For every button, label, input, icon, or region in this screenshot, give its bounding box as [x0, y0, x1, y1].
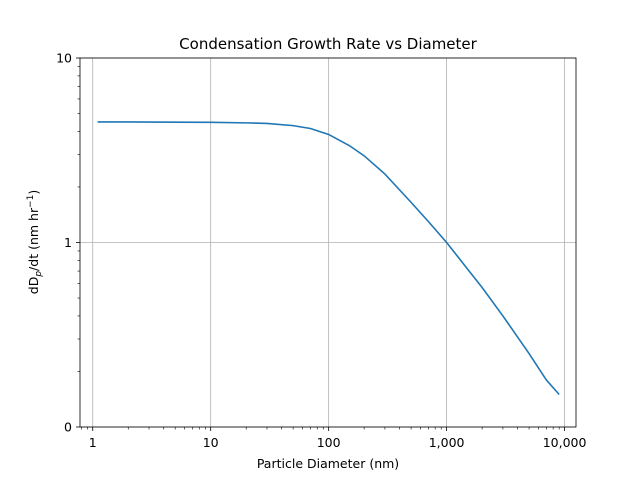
y-axis-label-base: dD — [26, 277, 41, 295]
y-axis-label-superscript: −1 — [26, 195, 36, 208]
y-axis-label-end: ) — [26, 190, 41, 195]
grid-lines — [80, 57, 576, 428]
axis-ticks — [76, 57, 565, 431]
x-tick-label: 100 — [317, 435, 341, 450]
x-tick-label: 10,000 — [543, 435, 587, 450]
y-axis-label-middle: /dt (nm hr — [26, 207, 41, 271]
x-tick-label: 10 — [203, 435, 219, 450]
x-axis-label: Particle Diameter (nm) — [257, 456, 399, 471]
series-layer — [97, 121, 560, 396]
growth-rate-line — [97, 121, 560, 396]
chart-title: Condensation Growth Rate vs Diameter — [179, 35, 477, 53]
y-axis-label: dDp/dt (nm hr−1) — [26, 190, 44, 294]
x-tick-label: 1 — [89, 435, 97, 450]
y-tick-label: 10 — [56, 51, 72, 66]
y-tick-label: 0 — [64, 420, 72, 435]
y-tick-label: 1 — [64, 235, 72, 250]
y-axis-label-subscript: p — [34, 271, 44, 278]
x-tick-label: 1,000 — [429, 435, 465, 450]
